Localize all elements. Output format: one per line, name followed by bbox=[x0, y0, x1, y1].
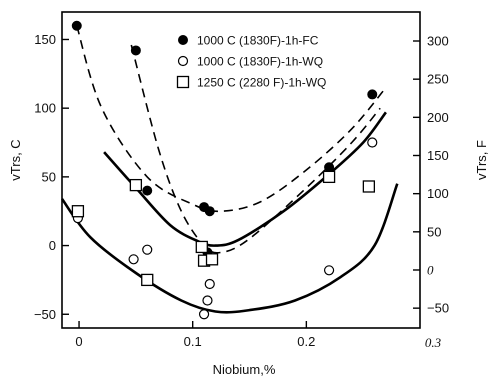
x-axis-title: Niobium,% bbox=[213, 362, 276, 377]
curve-dashed-1 bbox=[76, 25, 387, 213]
series-2-point bbox=[367, 137, 378, 148]
series-2-point bbox=[202, 295, 213, 306]
series-3-point bbox=[141, 273, 154, 287]
series-3-point bbox=[71, 205, 85, 218]
series-2-point bbox=[142, 244, 153, 255]
curve-solid-4 bbox=[60, 183, 399, 314]
y-left-tick-label: 50 bbox=[42, 169, 56, 184]
series-1-point bbox=[367, 89, 378, 100]
series-3-point bbox=[205, 253, 219, 266]
x-tick-label: 0.2 bbox=[297, 334, 315, 349]
legend-label-1: 1000 C (1830F)-1h-FC bbox=[197, 34, 319, 48]
y-right-tick-label: 0 bbox=[427, 262, 434, 277]
fit-curves bbox=[60, 25, 399, 314]
series-3-point bbox=[195, 240, 208, 254]
y-left-tick-label: 100 bbox=[34, 101, 56, 116]
x-tick-label: 0.1 bbox=[184, 334, 202, 349]
y-right-tick-label: 150 bbox=[427, 148, 449, 163]
series-2-point bbox=[204, 278, 215, 290]
y-left-tick-label: 150 bbox=[34, 32, 56, 47]
legend-marker-1 bbox=[178, 35, 188, 45]
series-1-point bbox=[142, 185, 153, 196]
series-3-point bbox=[322, 170, 336, 184]
legend-label-3: 1250 C (2280 F)-1h-WQ bbox=[197, 76, 326, 90]
y-right-tick-label: 300 bbox=[427, 34, 449, 49]
y-right-tick-label: 250 bbox=[427, 72, 449, 87]
data-points bbox=[71, 20, 378, 320]
legend-label-2: 1000 C (1830F)-1h-WQ bbox=[197, 55, 323, 69]
legend: 1000 C (1830F)-1h-FC 1000 C (1830F)-1h-WQ… bbox=[176, 34, 326, 90]
series-1-point bbox=[204, 206, 215, 217]
y-right-tick-label: 50 bbox=[427, 224, 441, 239]
series-1-point bbox=[71, 20, 82, 31]
series-2-point bbox=[128, 254, 139, 265]
y-right-axis-ticks: −50 0 50 100 150 200 250 300 bbox=[413, 34, 449, 316]
y-left-axis-ticks: −50 0 50 100 150 bbox=[34, 32, 69, 322]
curve-dashed-2 bbox=[130, 44, 381, 254]
series-2-point bbox=[323, 265, 335, 276]
y-right-axis-title: vTrs, F bbox=[474, 140, 489, 180]
y-left-tick-label: −50 bbox=[34, 307, 56, 322]
plot-frame bbox=[61, 11, 421, 329]
x-axis-ticks: 0 0.1 0.2 0.3 bbox=[75, 321, 442, 350]
x-tick-label: 0 bbox=[75, 334, 82, 349]
y-right-tick-label: −50 bbox=[427, 301, 449, 316]
legend-marker-2 bbox=[177, 55, 189, 67]
series-3-point bbox=[129, 178, 143, 192]
x-tick-label: 0.3 bbox=[425, 335, 442, 350]
y-right-tick-label: 100 bbox=[427, 186, 449, 201]
series-1-point bbox=[324, 162, 335, 173]
legend-marker-3 bbox=[176, 75, 190, 89]
y-right-tick-label: 200 bbox=[427, 110, 449, 125]
y-left-axis-title: vTrs, C bbox=[8, 139, 23, 180]
series-3-point bbox=[362, 180, 376, 193]
curve-solid-3 bbox=[103, 111, 387, 247]
series-2-point bbox=[198, 309, 210, 320]
series-1-point bbox=[130, 45, 141, 56]
y-left-tick-label: 0 bbox=[49, 238, 56, 253]
